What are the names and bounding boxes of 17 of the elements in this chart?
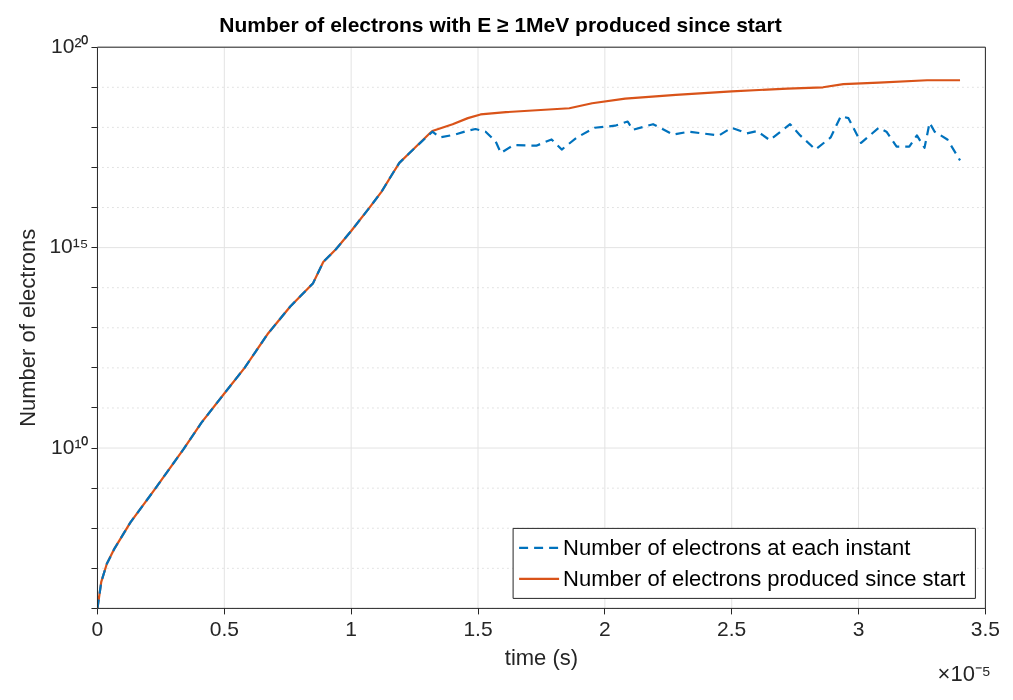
chart-title: Number of electrons with E ≥ 1MeV produced since start bbox=[219, 13, 782, 37]
legend-label: Number of electrons at each instant bbox=[563, 534, 911, 560]
x-tick-label: 2 bbox=[599, 616, 611, 640]
y-axis-title: Number of electrons bbox=[15, 228, 41, 427]
text: ×10⁻⁵ bbox=[937, 661, 991, 687]
y-tick-label: 10²⁰ bbox=[51, 34, 89, 57]
x-tick-label: 3.5 bbox=[970, 616, 1001, 640]
x-tick-label: 1.5 bbox=[463, 616, 493, 640]
x-tick-label: 0.5 bbox=[209, 616, 239, 640]
y-tick-label: 10¹⁰ bbox=[51, 434, 89, 458]
legend-label: Number of electrons produced since start bbox=[563, 565, 966, 591]
y-tick-label: 10¹⁵ bbox=[49, 234, 89, 258]
x-tick-label: 3 bbox=[852, 616, 865, 640]
x-axis-title: time (s) bbox=[504, 644, 579, 670]
x-tick-label: 1 bbox=[345, 616, 357, 640]
x-tick-label: 2.5 bbox=[717, 616, 747, 640]
x-tick-label: 0 bbox=[91, 616, 104, 640]
